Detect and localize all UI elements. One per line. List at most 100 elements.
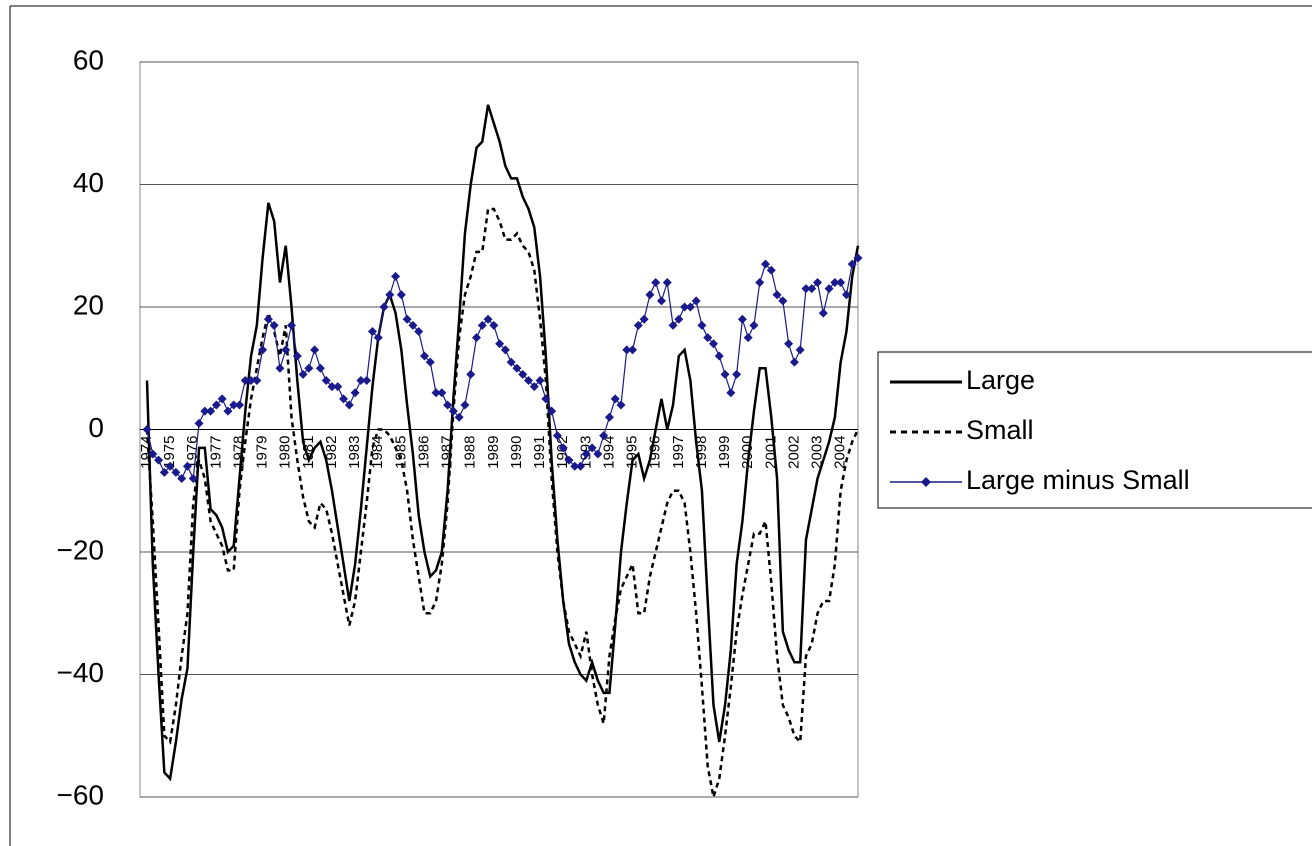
x-tick-label: 1987	[439, 436, 456, 469]
data-point	[229, 400, 239, 410]
data-point	[443, 400, 453, 410]
data-point	[720, 369, 730, 379]
data-point	[159, 467, 169, 477]
data-point	[795, 345, 805, 355]
data-point	[587, 443, 597, 453]
data-point	[697, 320, 707, 330]
series-line	[145, 207, 860, 798]
legend-label: Large minus Small	[966, 465, 1190, 495]
data-point	[599, 431, 609, 441]
data-point	[206, 406, 216, 416]
data-point	[535, 376, 545, 385]
data-point	[766, 265, 776, 275]
data-point	[200, 406, 210, 416]
data-point	[385, 290, 395, 300]
data-point	[732, 369, 742, 379]
data-point	[454, 412, 464, 422]
data-point	[743, 333, 753, 343]
data-point	[714, 351, 724, 361]
data-point	[604, 412, 614, 422]
data-point	[813, 278, 823, 287]
data-point	[350, 388, 360, 398]
data-point	[483, 314, 493, 324]
data-point	[737, 314, 747, 324]
x-tick-label: 1975	[161, 436, 178, 469]
legend-label: Small	[966, 415, 1034, 445]
data-point	[269, 320, 279, 330]
data-point	[489, 320, 499, 330]
data-point	[431, 388, 441, 398]
x-tick-label: 1995	[624, 436, 641, 469]
data-point	[275, 363, 285, 373]
data-point	[651, 278, 661, 287]
data-point	[749, 320, 759, 330]
data-point	[680, 302, 690, 312]
data-point	[616, 400, 626, 410]
data-point	[292, 351, 302, 361]
data-point	[784, 339, 794, 349]
data-point	[373, 333, 383, 343]
data-point	[853, 253, 863, 263]
data-point	[656, 296, 666, 306]
data-point	[379, 302, 389, 312]
data-point	[258, 345, 268, 355]
data-point	[778, 296, 788, 306]
data-point	[558, 443, 568, 453]
data-point	[448, 406, 458, 416]
data-point	[841, 290, 851, 300]
data-point	[154, 455, 164, 465]
data-point	[541, 394, 551, 404]
y-tick-label: −40	[57, 657, 105, 688]
data-point	[171, 467, 181, 477]
data-point	[830, 278, 840, 287]
data-point	[807, 284, 817, 294]
x-tick-label: 1989	[485, 435, 502, 468]
data-point	[495, 339, 505, 349]
data-point	[402, 314, 412, 324]
data-point	[367, 327, 377, 336]
data-point	[847, 259, 857, 269]
x-tick-label: 1985	[392, 436, 409, 469]
data-point	[425, 357, 435, 367]
data-point	[263, 314, 273, 324]
x-tick-label: 2004	[832, 436, 849, 469]
series-line	[146, 257, 859, 481]
data-point	[703, 333, 713, 343]
data-point	[628, 345, 638, 355]
data-point	[477, 320, 487, 330]
y-tick-label: −60	[57, 779, 105, 810]
data-point	[500, 345, 510, 355]
data-point	[836, 278, 846, 287]
data-point	[246, 376, 256, 385]
x-tick-label: 1983	[346, 436, 363, 469]
data-point	[321, 376, 331, 385]
data-point	[662, 278, 672, 287]
data-point	[471, 333, 481, 343]
data-point	[824, 284, 834, 294]
y-tick-label: 20	[73, 289, 104, 320]
data-point	[408, 320, 418, 330]
data-point	[576, 461, 586, 471]
data-point	[391, 271, 401, 281]
x-tick-label: 1999	[716, 436, 733, 469]
series-line	[145, 104, 860, 782]
data-point	[460, 400, 470, 410]
data-point	[356, 376, 366, 385]
data-point	[552, 431, 562, 441]
data-point	[327, 382, 337, 392]
x-tick-label: 1994	[600, 436, 617, 469]
data-point	[396, 290, 406, 300]
data-point	[142, 425, 152, 434]
data-point	[211, 400, 221, 410]
data-point	[685, 302, 695, 312]
x-tick-label: 1990	[508, 436, 525, 469]
data-point	[789, 357, 799, 367]
legend-label: Large	[966, 365, 1035, 395]
y-tick-label: 40	[73, 167, 104, 198]
data-point	[281, 345, 291, 355]
legend-marker	[921, 477, 931, 487]
data-point	[437, 388, 447, 398]
x-tick-label: 2000	[739, 436, 756, 469]
x-tick-label: 1986	[415, 436, 432, 469]
